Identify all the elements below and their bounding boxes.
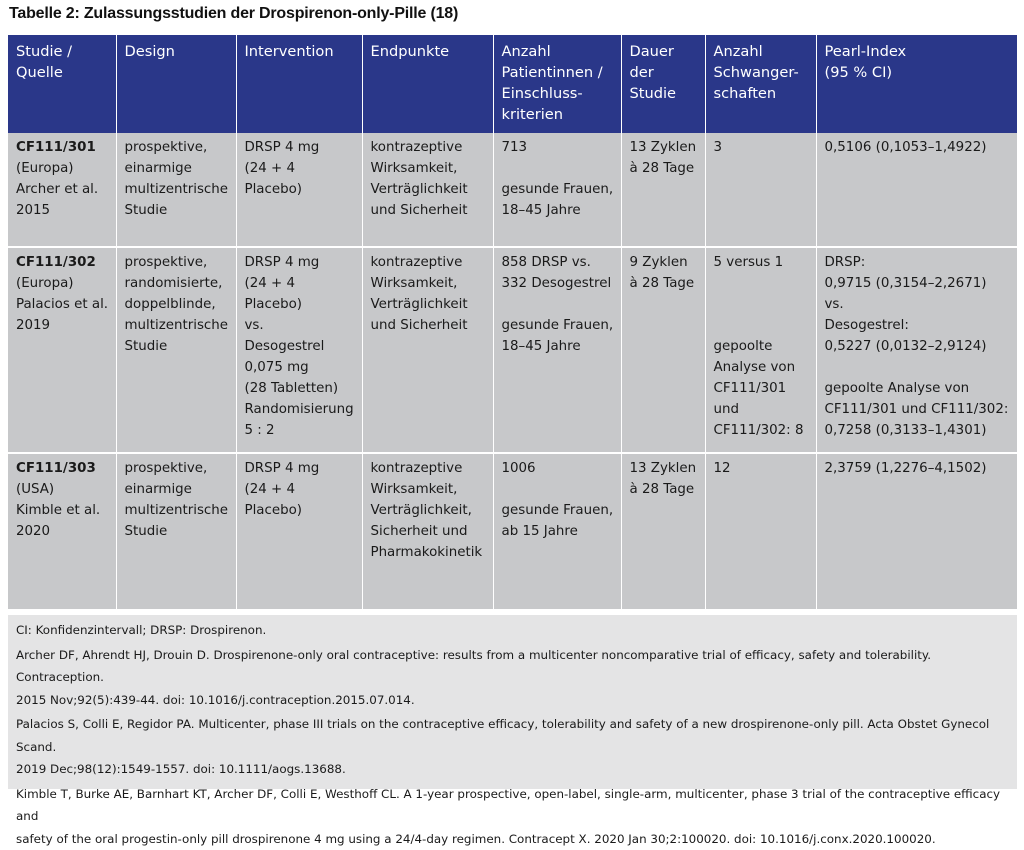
table-title: Tabelle 2: Zulassungsstudien der Drospir… [9, 5, 458, 23]
cell-pregnancies: 12 [705, 453, 816, 609]
header-row: Studie /Quelle Design Intervention Endpu… [8, 35, 1017, 133]
table-row: CF111/301(Europa)Archer et al.2015 prosp… [8, 133, 1017, 247]
header-study: Studie /Quelle [8, 35, 116, 133]
header-intervention: Intervention [236, 35, 362, 133]
header-pearl-index: Pearl-Index(95 % CI) [816, 35, 1017, 133]
reference-kimble: Kimble T, Burke AE, Barnhart KT, Archer … [16, 783, 1009, 850]
table-row: CF111/303(USA)Kimble et al.2020 prospekt… [8, 453, 1017, 609]
reference-palacios: Palacios S, Colli E, Regidor PA. Multice… [16, 713, 1009, 781]
footnote-abbreviations: CI: Konfidenzintervall; DRSP: Drospireno… [16, 619, 1009, 642]
cell-pearl-index: 2,3759 (1,2276–4,1502) [816, 453, 1017, 609]
cell-intervention: DRSP 4 mg(24 + 4 Placebo) [236, 453, 362, 609]
study-table: Studie /Quelle Design Intervention Endpu… [8, 35, 1017, 609]
footnotes: CI: Konfidenzintervall; DRSP: Drospireno… [8, 615, 1017, 789]
cell-pearl-index: 0,5106 (0,1053–1,4922) [816, 133, 1017, 247]
cell-intervention: DRSP 4 mg(24 + 4 Placebo) [236, 133, 362, 247]
cell-pregnancies: 3 [705, 133, 816, 247]
cell-study: CF111/302(Europa)Palacios et al.2019 [8, 247, 116, 453]
cell-study: CF111/301(Europa)Archer et al.2015 [8, 133, 116, 247]
header-endpoints: Endpunkte [362, 35, 493, 133]
cell-pearl-index: DRSP:0,9715 (0,3154–2,2671)vs.Desogestre… [816, 247, 1017, 453]
header-design: Design [116, 35, 236, 133]
cell-study: CF111/303(USA)Kimble et al.2020 [8, 453, 116, 609]
reference-archer: Archer DF, Ahrendt HJ, Drouin D. Drospir… [16, 644, 1009, 712]
table-row: CF111/302(Europa)Palacios et al.2019 pro… [8, 247, 1017, 453]
study-table-container: Studie /Quelle Design Intervention Endpu… [8, 35, 1017, 609]
cell-design: prospektive,randomisierte,doppelblinde,m… [116, 247, 236, 453]
